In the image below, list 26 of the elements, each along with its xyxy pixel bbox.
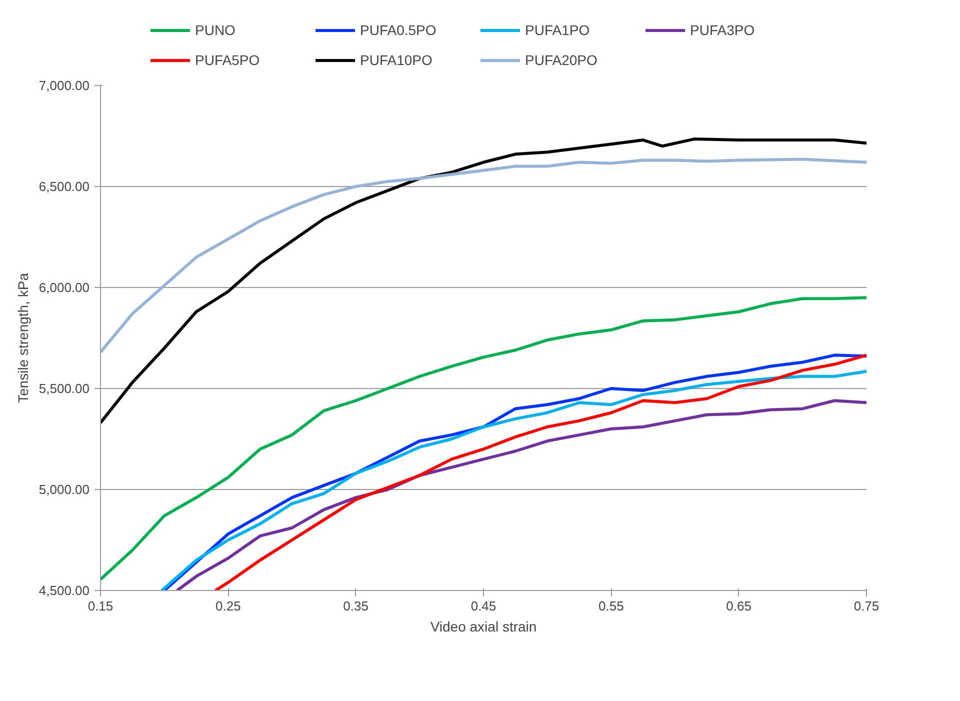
x-tick-label: 0.35	[343, 598, 368, 614]
y-axis-title: Tensile strength, kPa	[14, 272, 31, 403]
legend-label: PUFA5PO	[195, 52, 261, 68]
y-tick-label: 4,500.00	[38, 583, 90, 598]
legend-label: PUFA1PO	[525, 22, 591, 38]
y-tick-label: 5,000.00	[38, 482, 90, 497]
legend-label: PUFA0.5PO	[360, 22, 438, 38]
legend-label: PUFA3PO	[690, 22, 756, 38]
x-tick-label: 0.45	[470, 598, 496, 614]
x-tick-label: 0.25	[216, 598, 241, 614]
line-series	[100, 158, 866, 354]
y-tick-label: 6,000.00	[38, 280, 90, 295]
legend-label: PUFA10PO	[360, 52, 434, 68]
line-series	[100, 138, 866, 424]
legend-label: PUFA20PO	[525, 52, 598, 68]
y-tick-label: 6,500.00	[38, 179, 90, 194]
y-tick-label: 5,500.00	[38, 381, 90, 396]
y-tick-label: 7,000.00	[38, 78, 90, 93]
x-tick-label: 0.75	[854, 598, 880, 614]
line-series	[176, 399, 866, 590]
line-series	[100, 296, 866, 581]
legend-label: PUNO	[195, 22, 236, 38]
x-axis-title: Video axial strain	[430, 618, 537, 634]
x-tick-label: 0.55	[598, 598, 624, 614]
x-tick-label: 0.15	[88, 598, 114, 614]
x-tick-label: 0.65	[726, 598, 752, 614]
